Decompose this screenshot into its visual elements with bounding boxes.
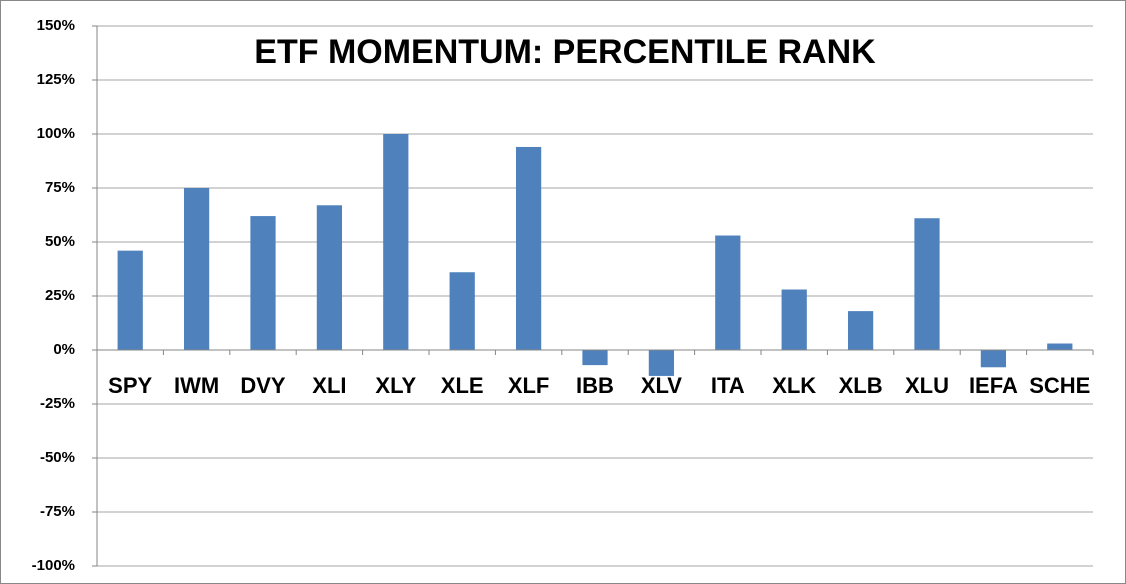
y-tick-label: 50% — [45, 233, 75, 250]
x-tick-label: IWM — [174, 373, 219, 398]
y-tick-label: 75% — [45, 179, 75, 196]
x-tick-label: XLF — [508, 373, 550, 398]
x-tick-label: DVY — [240, 373, 286, 398]
bar — [648, 350, 675, 376]
x-tick-label: XLY — [375, 373, 416, 398]
bar — [250, 216, 276, 350]
x-tick-label: SCHE — [1029, 373, 1090, 398]
y-tick-label: 25% — [45, 287, 75, 304]
y-tick-label: -75% — [40, 503, 75, 520]
x-tick-label: XLK — [772, 373, 816, 398]
bar — [781, 289, 807, 350]
y-tick-label: 0% — [53, 341, 75, 358]
x-tick-label: IEFA — [969, 373, 1018, 398]
bar — [183, 188, 210, 350]
bar — [914, 218, 940, 350]
bar — [847, 311, 874, 350]
bar — [316, 205, 343, 350]
y-tick-label: -25% — [40, 395, 75, 412]
x-tick-label: XLE — [441, 373, 484, 398]
x-tick-label: XLV — [641, 373, 682, 398]
bar — [1047, 343, 1073, 350]
bar — [515, 146, 542, 350]
bar — [383, 134, 409, 350]
x-tick-label: XLU — [905, 373, 949, 398]
bar — [715, 235, 741, 350]
bar — [980, 350, 1007, 368]
y-tick-label: 125% — [37, 71, 75, 88]
bar — [582, 350, 608, 366]
x-tick-label: IBB — [576, 373, 614, 398]
y-tick-label: -100% — [32, 557, 75, 574]
y-tick-label: -50% — [40, 449, 75, 466]
x-tick-label: XLI — [312, 373, 346, 398]
bar — [117, 250, 143, 350]
x-tick-label: SPY — [108, 373, 152, 398]
x-tick-label: ITA — [711, 373, 745, 398]
chart-title: ETF MOMENTUM: PERCENTILE RANK — [254, 33, 876, 71]
x-tick-label: XLB — [839, 373, 883, 398]
y-tick-label: 100% — [37, 125, 75, 142]
y-tick-label: 150% — [37, 17, 75, 34]
bar — [449, 272, 475, 350]
